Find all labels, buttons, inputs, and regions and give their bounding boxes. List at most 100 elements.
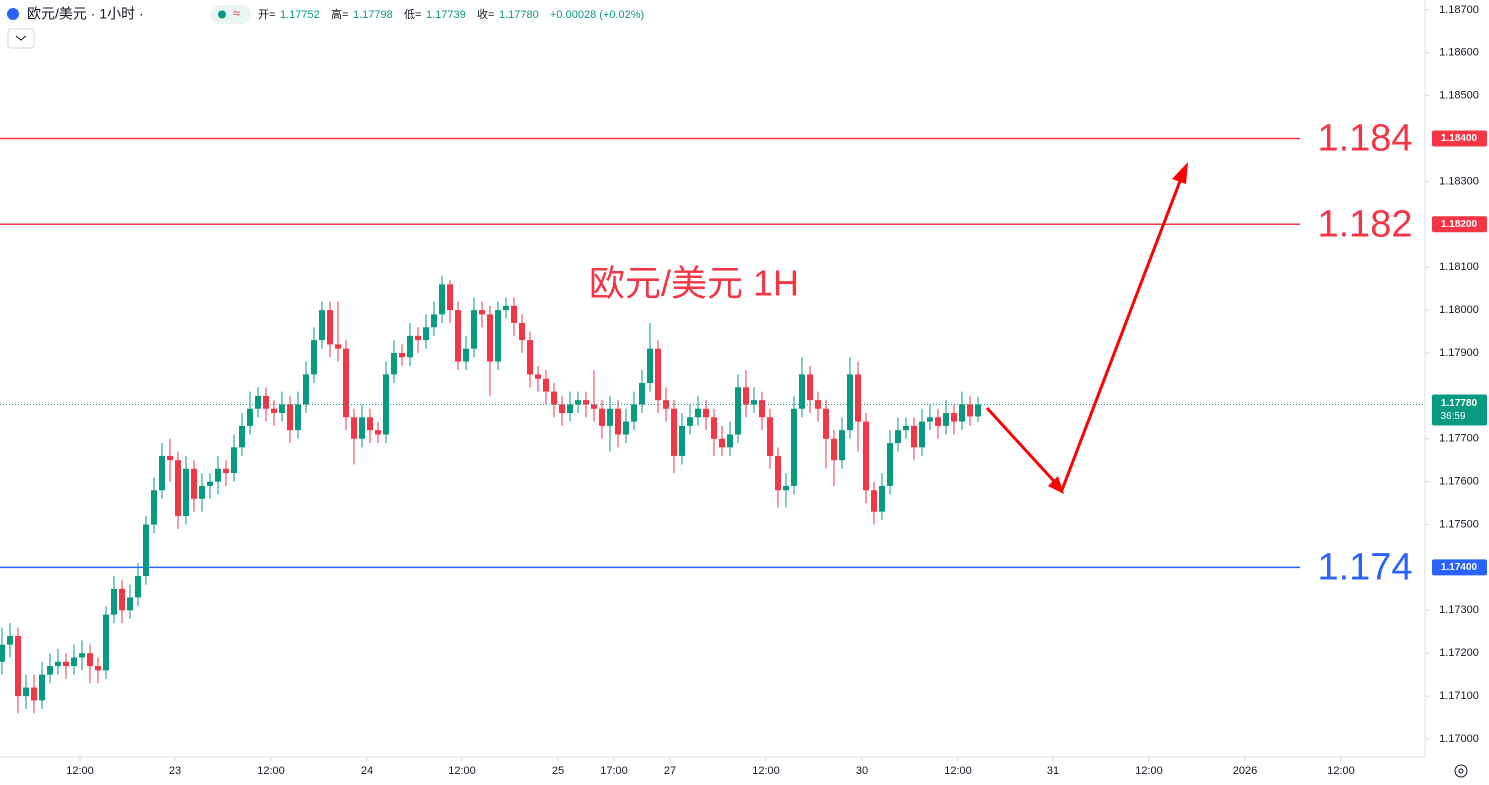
candle-body xyxy=(775,455,781,491)
candle-body xyxy=(167,455,173,461)
candle-body xyxy=(767,417,773,456)
candle-body xyxy=(919,421,925,448)
high-label: 高= xyxy=(331,7,348,21)
candle-body xyxy=(215,468,221,482)
x-tick-label: 23 xyxy=(169,765,181,777)
candle-body xyxy=(735,387,741,435)
x-tick-label: 25 xyxy=(552,765,564,777)
candle-body xyxy=(783,485,789,491)
candle-body xyxy=(583,400,589,405)
candle-body xyxy=(471,310,477,349)
candle-body xyxy=(439,284,445,315)
candle-body xyxy=(391,352,397,375)
x-tick-label: 27 xyxy=(664,765,676,777)
candle-body xyxy=(255,395,261,409)
symbol[interactable]: 欧元/美元 · 1小时 · xyxy=(27,6,144,22)
candle-body xyxy=(183,468,189,516)
candle-body xyxy=(15,636,21,697)
candle-body xyxy=(727,434,733,448)
level-tag xyxy=(1432,559,1487,576)
level-tag-label: 1.18200 xyxy=(1441,219,1478,230)
candle-body xyxy=(703,408,709,418)
forecast-arrow xyxy=(985,167,1187,493)
status-pill[interactable] xyxy=(211,5,251,24)
arrow-head xyxy=(1048,476,1064,494)
candle-body xyxy=(927,417,933,422)
candle-body xyxy=(807,374,813,401)
candle-body xyxy=(975,404,981,417)
candle-body xyxy=(23,687,29,697)
symbol-icon[interactable] xyxy=(7,8,19,20)
candle-body xyxy=(951,413,957,422)
candle-body xyxy=(615,408,621,435)
candle-body xyxy=(303,374,309,405)
candle-body xyxy=(847,374,853,431)
candle-body xyxy=(151,490,157,525)
candle-body xyxy=(551,391,557,405)
candle-body xyxy=(111,588,117,615)
candle-body xyxy=(815,400,821,409)
candle-body xyxy=(335,344,341,349)
level-tag xyxy=(1432,130,1487,147)
candle-body xyxy=(0,644,5,662)
candle-body xyxy=(719,438,725,448)
x-tick-label: 12:00 xyxy=(752,765,780,777)
y-tick-label: 1.17100 xyxy=(1439,690,1479,702)
candle-body xyxy=(543,378,549,392)
candle-body xyxy=(511,305,517,323)
y-tick-label: 1.17000 xyxy=(1439,733,1479,745)
candle-body xyxy=(159,455,165,491)
candle-body xyxy=(959,404,965,422)
low-label: 低= xyxy=(404,8,421,21)
x-tick-label: 17:00 xyxy=(600,765,628,777)
candle-body xyxy=(431,314,437,328)
candle-body xyxy=(911,425,917,448)
candle-body xyxy=(743,387,749,405)
candle-body xyxy=(967,404,973,417)
candle-body xyxy=(127,597,133,611)
y-tick-label: 1.18700 xyxy=(1439,4,1479,16)
x-tick-label: 12:00 xyxy=(1135,765,1163,777)
status-dot xyxy=(218,10,226,19)
level-label: 1.184 xyxy=(1317,118,1412,160)
candle-body xyxy=(759,400,765,418)
candle-body xyxy=(575,400,581,405)
candle-body xyxy=(855,374,861,422)
settings-icon xyxy=(1458,768,1464,774)
x-tick-label: 30 xyxy=(856,765,868,777)
candle-body xyxy=(679,425,685,456)
level-tag xyxy=(1432,216,1487,233)
candle-body xyxy=(231,447,237,474)
x-tick-label: 24 xyxy=(361,765,373,777)
candle-body xyxy=(31,687,37,701)
candle-body xyxy=(695,408,701,418)
candle-body xyxy=(423,327,429,341)
candle-body xyxy=(623,421,629,435)
candle-body xyxy=(143,524,149,577)
candle-body xyxy=(415,335,421,341)
y-tick-label: 1.17600 xyxy=(1439,476,1479,488)
countdown: 36:59 xyxy=(1440,411,1465,422)
change-value: +0.00028 (+0.02%) xyxy=(550,9,644,21)
y-tick-label: 1.18500 xyxy=(1439,90,1479,102)
candle-body xyxy=(895,430,901,444)
candle-body xyxy=(791,408,797,486)
candle-body xyxy=(295,404,301,431)
candle-body xyxy=(711,417,717,439)
candle-body xyxy=(175,460,181,516)
collapse-button[interactable] xyxy=(7,28,35,49)
candle-body xyxy=(887,443,893,486)
candle-body xyxy=(607,408,613,426)
settings-button[interactable] xyxy=(1454,764,1468,778)
candle-body xyxy=(527,340,533,375)
x-tick-label: 12:00 xyxy=(257,765,285,777)
candle-body xyxy=(351,417,357,439)
candle-body xyxy=(631,404,637,422)
candle-body xyxy=(487,314,493,362)
chevron xyxy=(15,35,27,41)
candle-body xyxy=(479,310,485,315)
candle-body xyxy=(655,348,661,401)
candle-body xyxy=(823,408,829,439)
low-value: 1.17739 xyxy=(426,9,466,21)
level-label: 1.174 xyxy=(1317,546,1412,588)
